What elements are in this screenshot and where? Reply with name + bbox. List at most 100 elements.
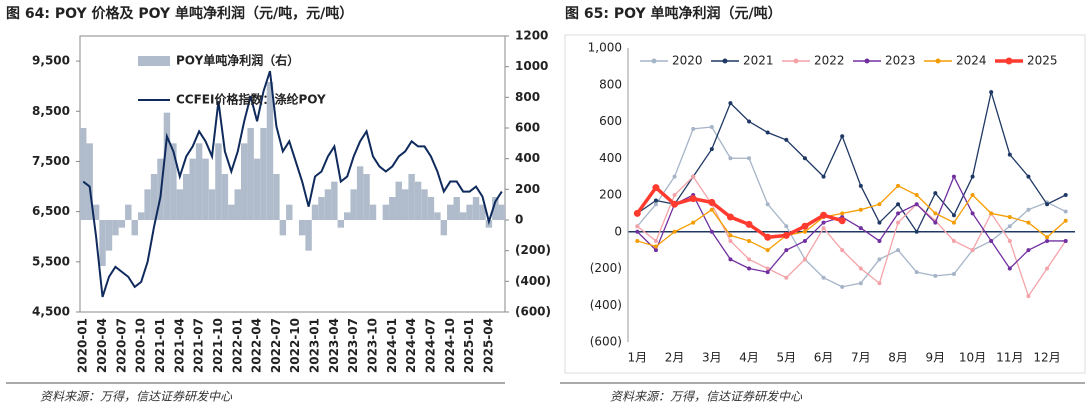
point (1007, 215, 1012, 220)
point (765, 202, 770, 207)
point (1026, 294, 1031, 299)
point (820, 211, 828, 219)
profit-bar (421, 189, 428, 220)
point (708, 198, 716, 206)
point (933, 220, 938, 225)
point (896, 202, 901, 207)
y-tick-label: 9,500 (32, 54, 70, 68)
y2-tick-label: (600) (515, 305, 551, 319)
point (672, 229, 677, 234)
y2-tick-label: 0 (515, 213, 523, 227)
y2-tick-label: 200 (515, 182, 540, 196)
source: 资料来源：万得，信达证券研发中心 (610, 390, 803, 404)
profit-bar (389, 197, 396, 220)
point (914, 202, 919, 207)
profit-bar (86, 143, 93, 220)
point (840, 284, 845, 289)
x-tick-label: 9月 (925, 351, 945, 365)
x-tick-label: 11月 (996, 351, 1023, 365)
profit-bar (498, 204, 505, 220)
source: 资料来源：万得，信达证券研发中心 (40, 390, 233, 404)
point (970, 248, 975, 253)
point (951, 174, 956, 179)
chart-title: 图 65: POY 单吨净利润（元/吨） (565, 5, 782, 22)
price-line (82, 70, 503, 298)
point (653, 202, 658, 207)
y-tick-label: 4,500 (32, 305, 70, 319)
point (633, 209, 641, 217)
point (691, 174, 696, 179)
x-tick-label: 6月 (814, 351, 834, 365)
point (1063, 238, 1068, 243)
point (728, 238, 733, 243)
legend-marker (935, 58, 941, 64)
point (802, 257, 807, 262)
point (782, 231, 790, 239)
legend-marker (651, 58, 657, 64)
point (838, 217, 846, 225)
point (691, 126, 696, 131)
x-tick-label: 2023-10 (365, 318, 379, 373)
point (877, 257, 882, 262)
x-tick-label: 2021-07 (192, 318, 206, 373)
point (1045, 238, 1050, 243)
profit-bar (273, 174, 280, 220)
legend-marker (722, 58, 728, 64)
point (784, 275, 789, 280)
x-tick-label: 2021-10 (211, 318, 225, 373)
profit-bar (344, 212, 351, 220)
legend-label: POY单吨净利润（右） (176, 53, 299, 68)
profit-bar (80, 128, 87, 220)
point (1026, 248, 1031, 253)
legend-label: 2021 (743, 54, 774, 68)
point (689, 195, 697, 203)
x-tick-label: 8月 (888, 351, 908, 365)
point (635, 224, 640, 229)
point (821, 275, 826, 280)
point (896, 211, 901, 216)
point (821, 226, 826, 231)
profit-bar (105, 220, 113, 251)
profit-bar (382, 204, 390, 220)
point (1007, 152, 1012, 157)
point (652, 184, 660, 192)
point (858, 207, 863, 212)
point (877, 220, 882, 225)
point (989, 211, 994, 216)
point (858, 226, 863, 231)
profit-bar (260, 128, 267, 220)
y-tick-label: 5,500 (32, 254, 70, 268)
x-tick-label: 7月 (851, 351, 871, 365)
point (747, 257, 752, 262)
point (653, 238, 658, 243)
y2-tick-label: 1200 (515, 29, 548, 43)
point (802, 229, 807, 234)
point (1007, 266, 1012, 271)
profit-bar (266, 82, 274, 220)
point (914, 229, 919, 234)
profit-bar (208, 189, 216, 220)
point (1007, 238, 1012, 243)
point (1045, 266, 1050, 271)
y-tick-label: 7,500 (32, 154, 70, 168)
series-line (637, 185, 1067, 251)
point (989, 90, 994, 95)
profit-bar (92, 204, 100, 220)
profit-bar (118, 220, 126, 228)
profit-bar (324, 189, 332, 220)
point (951, 220, 956, 225)
point (802, 238, 807, 243)
y2-tick-label: (200) (515, 243, 551, 257)
profit-bar (434, 212, 441, 220)
profit-bar (163, 112, 171, 220)
profit-bar (228, 204, 235, 220)
profit-bar (459, 212, 467, 220)
x-tick-label: 2021-01 (153, 318, 167, 373)
point (933, 191, 938, 196)
x-tick-label: 2024-04 (404, 318, 418, 373)
y2-tick-label: 400 (515, 151, 540, 165)
profit-bar (447, 204, 454, 220)
x-tick-label: 2023-01 (308, 318, 322, 373)
profit-bar (401, 189, 409, 220)
